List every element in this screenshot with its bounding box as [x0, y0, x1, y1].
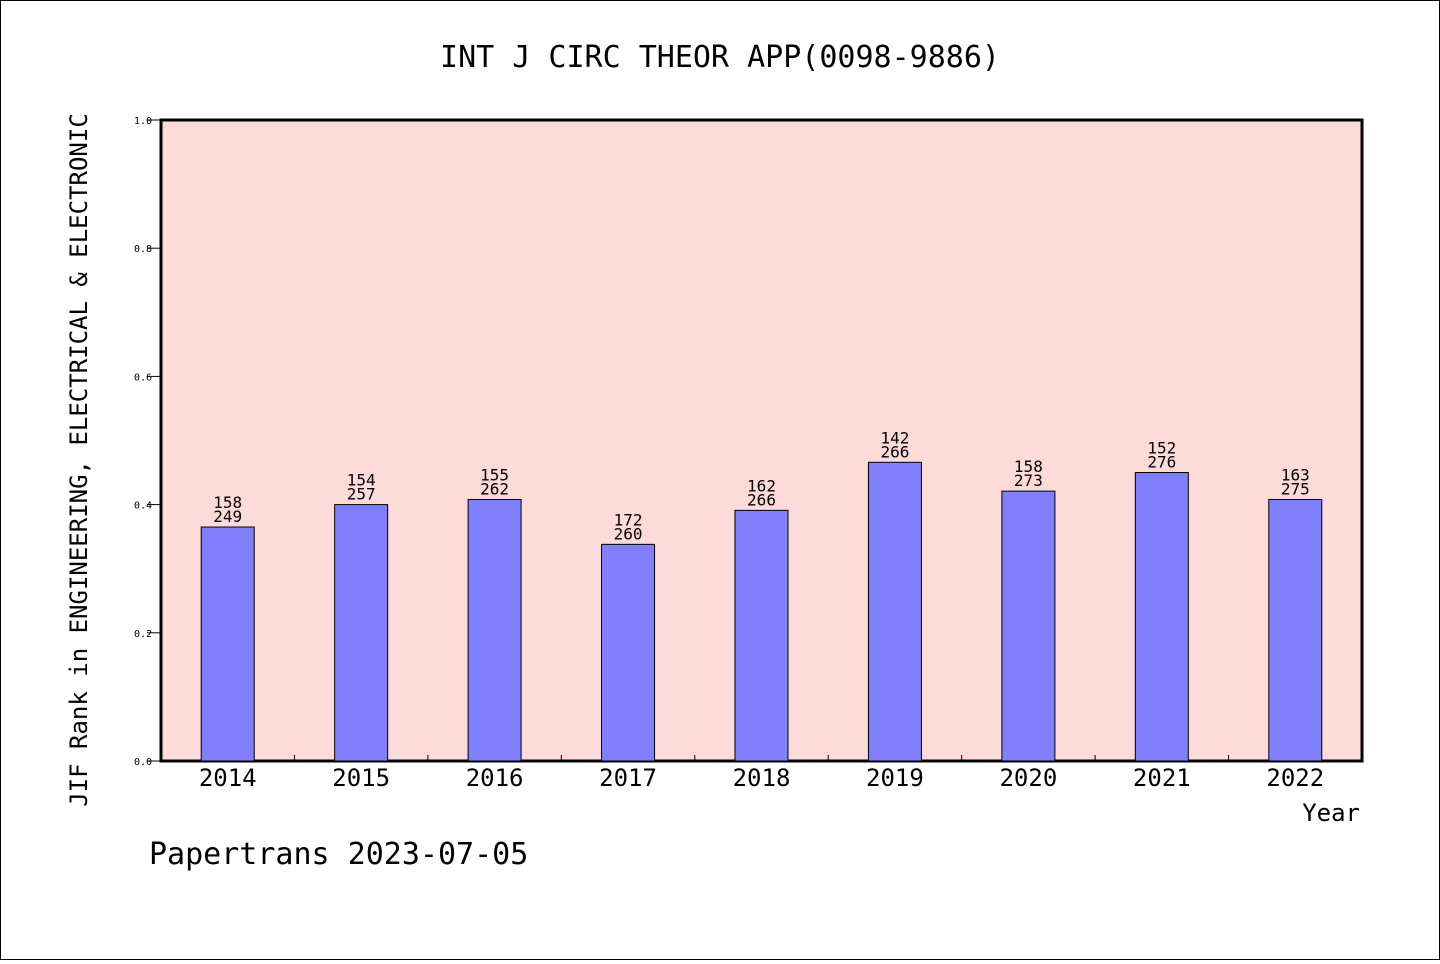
x-tick-label: 2017 — [599, 764, 657, 792]
bar-labels: 1582491542571552621722601622661422661582… — [213, 428, 1309, 543]
bar-rank-label: 152 — [1147, 439, 1176, 458]
bar-2021 — [1134, 472, 1189, 762]
bar-rank-label: 154 — [347, 471, 376, 490]
x-tick-label: 2021 — [1133, 764, 1191, 792]
bar-total-label: 260 — [614, 524, 643, 543]
y-axis-label: JIF Rank in ENGINEERING, ELECTRICAL & EL… — [65, 113, 93, 807]
bar-rank-label: 158 — [1014, 457, 1043, 476]
bar-rank-label: 142 — [880, 428, 909, 447]
x-tick-labels: 2014 2015 2016 2017 2018 2019 2020 2021 2022 — [199, 764, 1324, 792]
bar-total-label: 275 — [1281, 479, 1310, 498]
bar-total-label: 249 — [213, 507, 242, 526]
footer-credit: Papertrans 2023-07-05 — [149, 837, 528, 872]
bars — [200, 461, 1323, 762]
x-tick-label: 2016 — [466, 764, 524, 792]
bar-2017 — [601, 543, 656, 762]
bar-2019 — [867, 461, 922, 762]
bar-total-label: 276 — [1147, 453, 1176, 472]
x-axis-ticks — [293, 755, 1230, 761]
bar-2014 — [200, 526, 255, 762]
y-tick-label: 0.8 — [134, 244, 152, 255]
x-tick-label: 2022 — [1266, 764, 1324, 792]
bar-total-label: 257 — [347, 485, 376, 504]
x-tick-label: 2014 — [199, 764, 257, 792]
bar-rank-label: 172 — [614, 510, 643, 529]
bar-rank-label: 162 — [747, 476, 776, 495]
bar-rank-label: 155 — [480, 465, 509, 484]
x-tick-label: 2015 — [332, 764, 390, 792]
bar-2020 — [1001, 490, 1056, 762]
bar-total-label: 266 — [747, 490, 776, 509]
x-tick-label: 2018 — [733, 764, 791, 792]
x-tick-label: 2020 — [999, 764, 1057, 792]
y-tick-label: 1.0 — [134, 116, 152, 127]
y-tick-label: 0.2 — [134, 629, 152, 640]
bar-rank-label: 158 — [213, 493, 242, 512]
bar-total-label: 273 — [1014, 471, 1043, 490]
bar-2016 — [467, 498, 522, 762]
y-tick-label: 0.4 — [134, 501, 152, 512]
y-axis-ticks: 0.0 0.2 0.4 0.6 0.8 1.0 — [134, 116, 161, 768]
bar-2018 — [734, 509, 789, 762]
bar-2022 — [1268, 498, 1323, 762]
bar-2015 — [334, 504, 389, 762]
y-tick-label: 0.6 — [134, 372, 152, 383]
chart-title: INT J CIRC THEOR APP(0098-9886) — [440, 40, 1000, 75]
bar-total-label: 262 — [480, 479, 509, 498]
bar-total-label: 266 — [880, 442, 909, 461]
y-tick-label: 0.0 — [134, 757, 152, 768]
x-axis-label: Year — [1302, 799, 1360, 827]
bar-rank-label: 163 — [1281, 465, 1310, 484]
x-tick-label: 2019 — [866, 764, 924, 792]
